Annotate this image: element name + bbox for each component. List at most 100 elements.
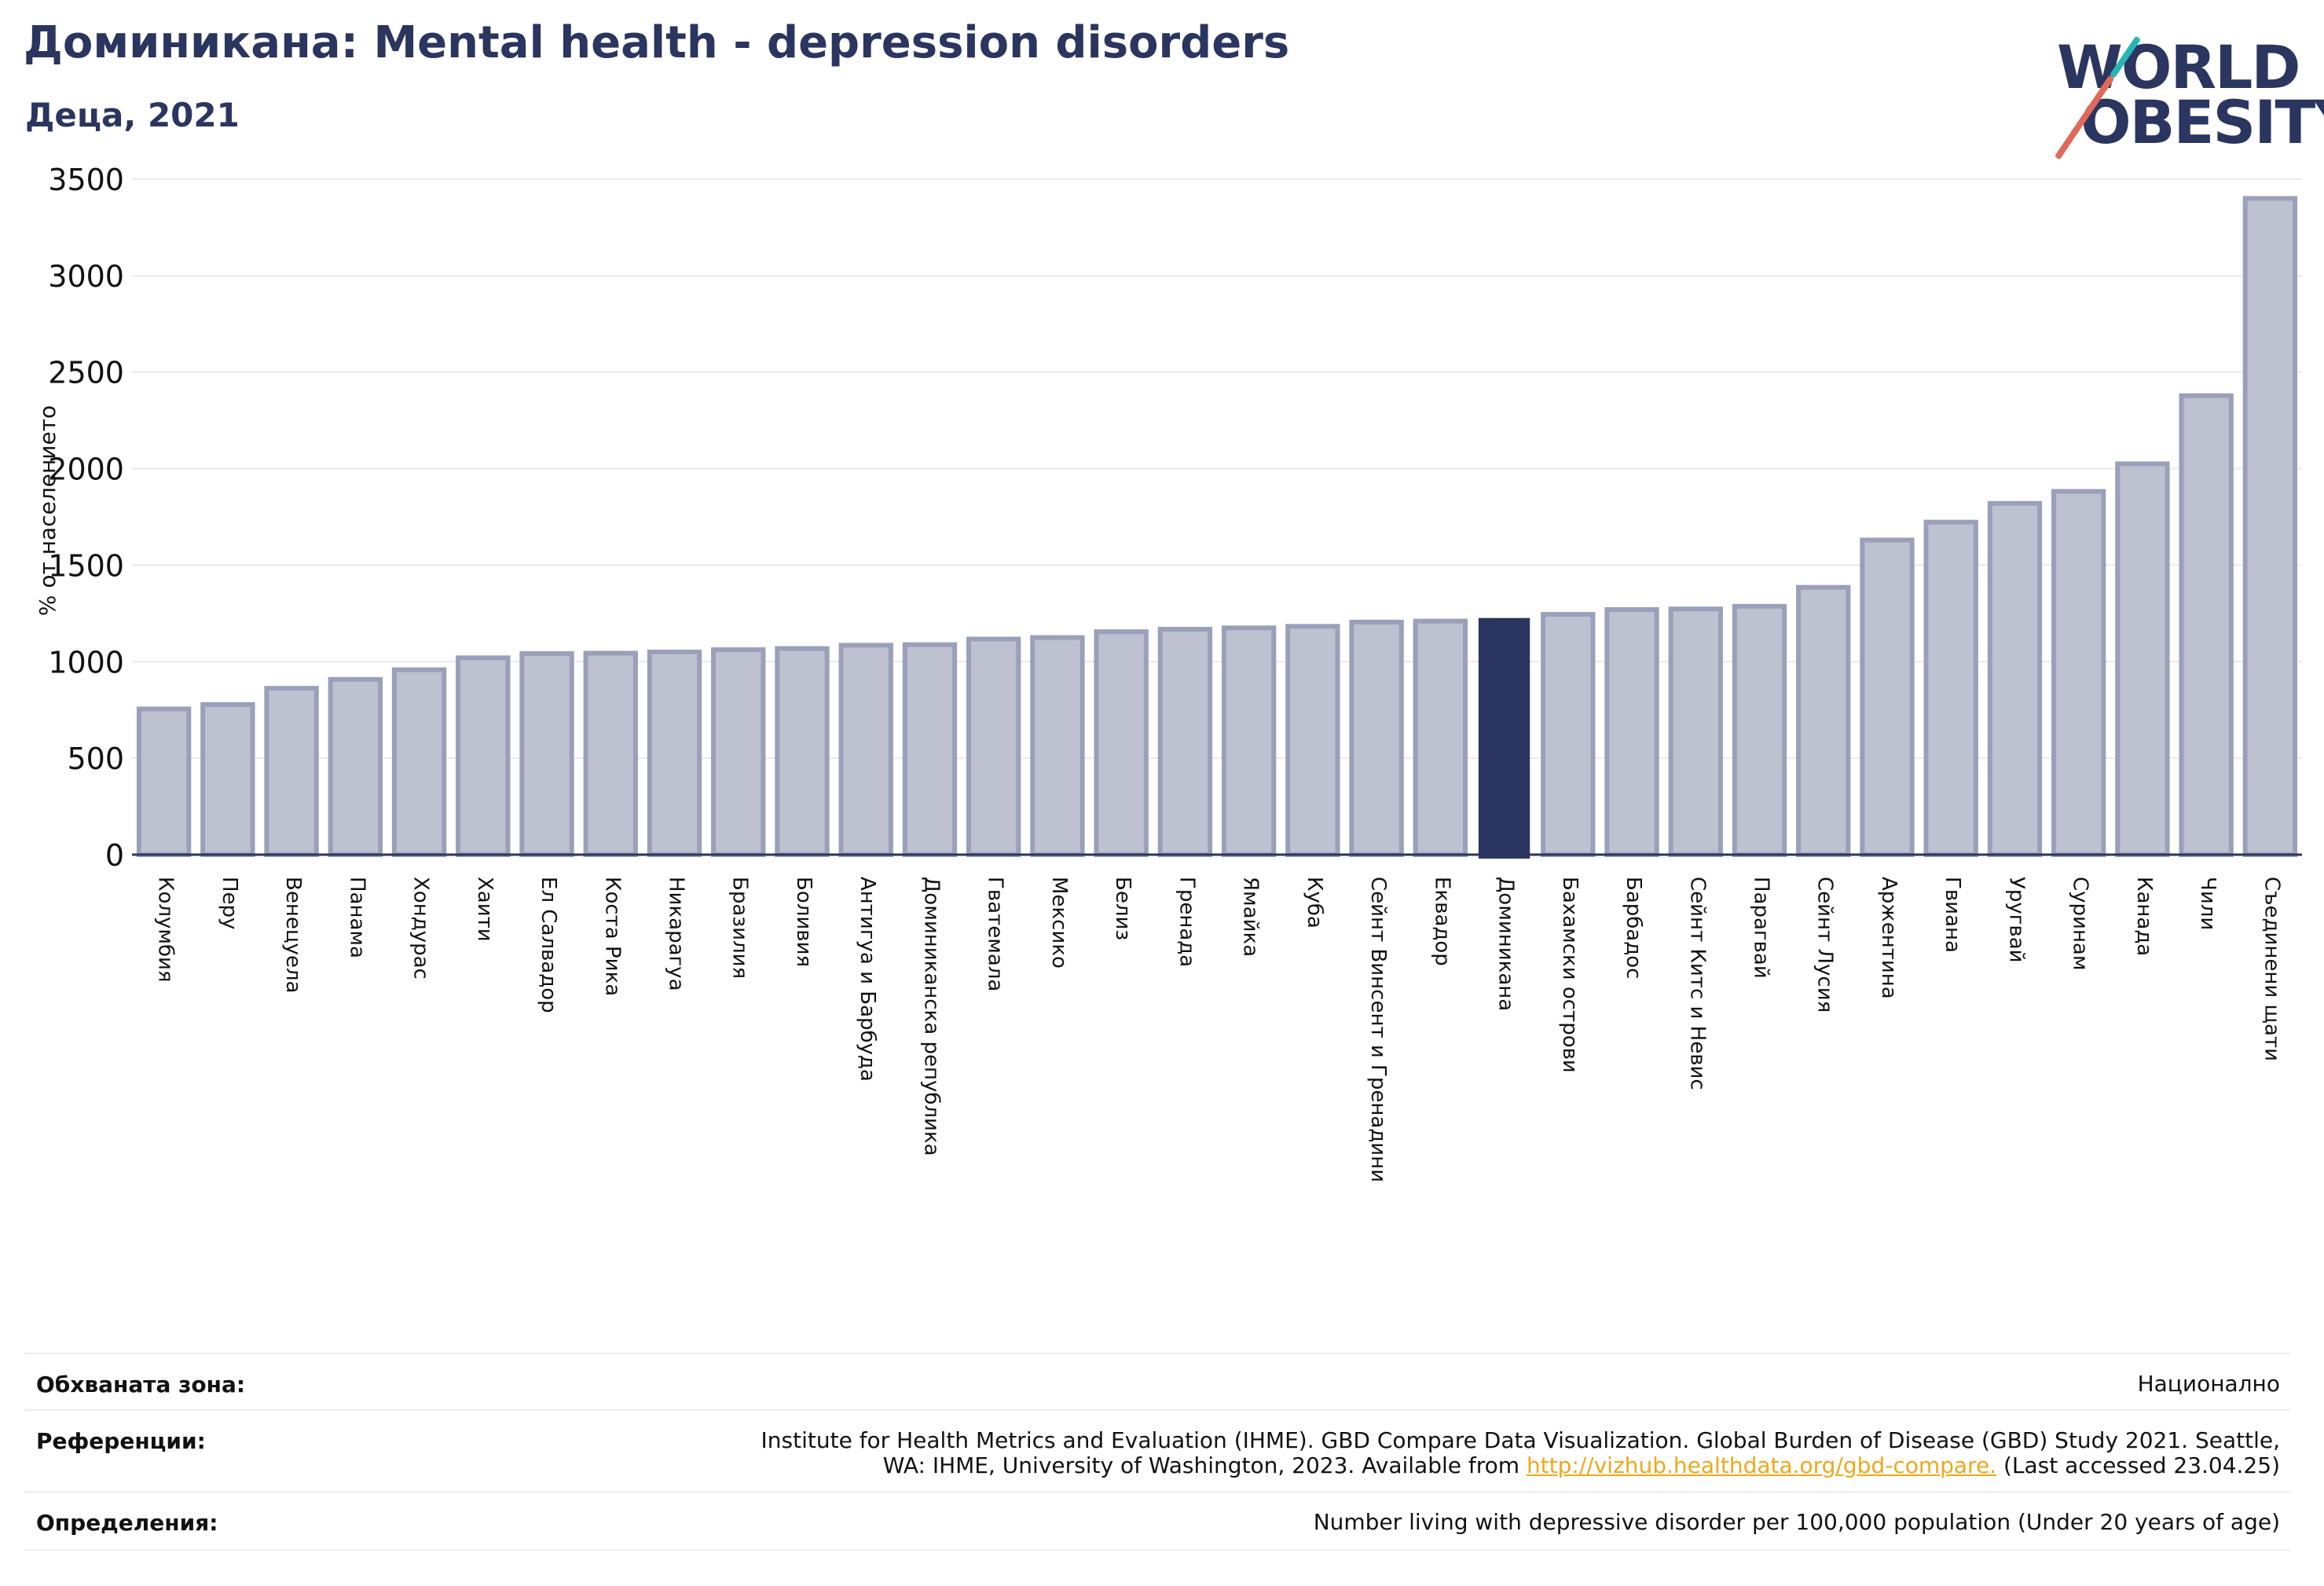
- bar: [136, 706, 192, 857]
- x-tick-label: Хондурас: [409, 877, 433, 980]
- definitions-value: Number living with depressive disorder p…: [1313, 1509, 2280, 1535]
- bar: [200, 701, 255, 857]
- y-tick-label: 2500: [48, 356, 124, 390]
- bar: [838, 643, 893, 858]
- bar: [264, 686, 319, 857]
- x-tick-label: Ямайка: [1239, 877, 1263, 957]
- x-tick-label: Венецуела: [281, 877, 305, 993]
- y-tick-label: 1000: [48, 645, 124, 679]
- definitions-label: Определения:: [36, 1510, 218, 1536]
- x-tick-label: Антигуа и Барбуда: [856, 877, 879, 1082]
- x-tick-label: Ел Салвадор: [537, 877, 560, 1013]
- bar: [1796, 584, 1851, 858]
- footer-row-references: Референции: Institute for Health Metrics…: [24, 1409, 2291, 1491]
- bar: [966, 636, 1021, 858]
- x-tick-label: Сейнт Китс и Невис: [1685, 877, 1709, 1090]
- x-tick-label: Хаити: [473, 877, 497, 942]
- bar: [1094, 629, 1149, 857]
- x-tick-label: Уругвай: [2004, 877, 2028, 963]
- x-tick-label: Доминиканска република: [919, 877, 943, 1156]
- x-tick-label: Белиз: [1111, 877, 1135, 940]
- x-tick-label: Панама: [345, 877, 368, 958]
- references-label: Референции:: [36, 1428, 206, 1454]
- bar: [1157, 627, 1213, 858]
- x-tick-label: Сейнт Лусия: [1813, 877, 1837, 1013]
- x-tick-label: Барбадос: [1622, 877, 1645, 979]
- x-tick-label: Перу: [218, 877, 241, 929]
- bar: [1413, 618, 1468, 858]
- x-tick-label: Боливия: [792, 877, 816, 967]
- coverage-value: Национално: [2137, 1371, 2280, 1397]
- references-line-2-post: (Last accessed 23.04.25): [1996, 1452, 2280, 1478]
- bar: [1987, 500, 2043, 857]
- x-tick-label: Куба: [1303, 877, 1326, 929]
- y-tick-label: 3500: [48, 163, 124, 197]
- references-link[interactable]: http://vizhub.healthdata.org/gbd-compare…: [1526, 1452, 1997, 1478]
- x-tick-label: Гренада: [1175, 877, 1198, 967]
- bar: [1478, 617, 1530, 859]
- y-tick-label: 0: [105, 838, 124, 873]
- world-obesity-logo: WORLD OBESITY: [2043, 24, 2324, 165]
- bar: [1221, 625, 1277, 857]
- x-tick-label: Гватемала: [984, 877, 1007, 991]
- bar: [2115, 461, 2170, 858]
- references-line-2-pre: WA: IHME, University of Washington, 2023…: [882, 1452, 1527, 1478]
- bars: [136, 196, 2298, 859]
- y-axis-ticks: 0 500 1000 1500 2000 2500 3000 3500: [48, 163, 124, 873]
- bar: [583, 650, 638, 858]
- y-tick-label: 500: [67, 742, 124, 776]
- coverage-label: Обхваната зона:: [36, 1372, 246, 1397]
- x-tick-label: Чили: [2196, 877, 2220, 930]
- x-tick-label: Никарагуа: [665, 877, 688, 991]
- footer-table: Обхваната зона: Национално Референции: I…: [24, 1353, 2291, 1551]
- footer-row-coverage: Обхваната зона: Национално: [24, 1353, 2291, 1409]
- y-tick-label: 2000: [48, 452, 124, 487]
- bar: [1541, 612, 1596, 857]
- logo-line-1: WORLD: [2057, 32, 2300, 102]
- x-tick-label: Гвиана: [1941, 877, 1964, 953]
- bar: [1349, 619, 1404, 858]
- bar: [2242, 196, 2298, 858]
- x-tick-label: Парагвай: [1750, 877, 1773, 979]
- bar: [2051, 489, 2106, 858]
- x-tick-label: Доминикана: [1494, 877, 1518, 1011]
- references-line-2: WA: IHME, University of Washington, 2023…: [761, 1453, 2280, 1478]
- x-tick-label: Еквадор: [1430, 877, 1453, 966]
- bar: [1732, 603, 1787, 857]
- chart-subtitle: Деца, 2021: [25, 96, 240, 134]
- x-tick-label: Мексико: [1047, 877, 1071, 969]
- bar: [391, 667, 447, 857]
- footer-row-definitions: Определения: Number living with depressi…: [24, 1491, 2291, 1551]
- bar: [1668, 606, 1723, 857]
- bar: [1030, 635, 1085, 857]
- bar-chart: 0 500 1000 1500 2000 2500 3000 3500 Колумбия Пер…: [35, 163, 2302, 1182]
- bar: [647, 650, 702, 857]
- y-tick-label: 1500: [48, 548, 124, 583]
- x-tick-label: Колумбия: [154, 877, 178, 983]
- x-tick-label: Аржентина: [1877, 877, 1901, 999]
- x-tick-label: Суринам: [2069, 877, 2092, 971]
- bar: [328, 676, 383, 857]
- references-value: Institute for Health Metrics and Evaluat…: [761, 1428, 2280, 1478]
- x-tick-label: Бахамски острови: [1558, 877, 1582, 1073]
- x-tick-label: Канада: [2132, 877, 2156, 956]
- bar: [2179, 393, 2234, 858]
- bar: [1604, 606, 1659, 857]
- bar: [902, 642, 958, 857]
- y-tick-label: 3000: [48, 259, 124, 294]
- bar: [1923, 519, 1978, 857]
- y-axis-label: % от населението: [35, 405, 60, 616]
- bar: [456, 655, 511, 857]
- bar: [711, 647, 766, 858]
- bar: [1285, 624, 1340, 857]
- references-line-1: Institute for Health Metrics and Evaluat…: [761, 1427, 2280, 1453]
- x-tick-label: Сейнт Винсент и Гренадини: [1366, 877, 1390, 1182]
- chart-title: Доминикана: Mental health - depression d…: [24, 17, 1290, 68]
- x-tick-label: Коста Рика: [600, 877, 624, 996]
- x-axis-ticks: Колумбия Перу Венецуела Панама Хондурас Хаити…: [154, 877, 2284, 1182]
- logo-line-2: OBESITY: [2080, 87, 2324, 157]
- x-tick-label: Съединени щати: [2260, 877, 2283, 1061]
- bar: [519, 650, 574, 857]
- x-tick-label: Бразилия: [728, 877, 752, 979]
- bar: [1860, 537, 1915, 857]
